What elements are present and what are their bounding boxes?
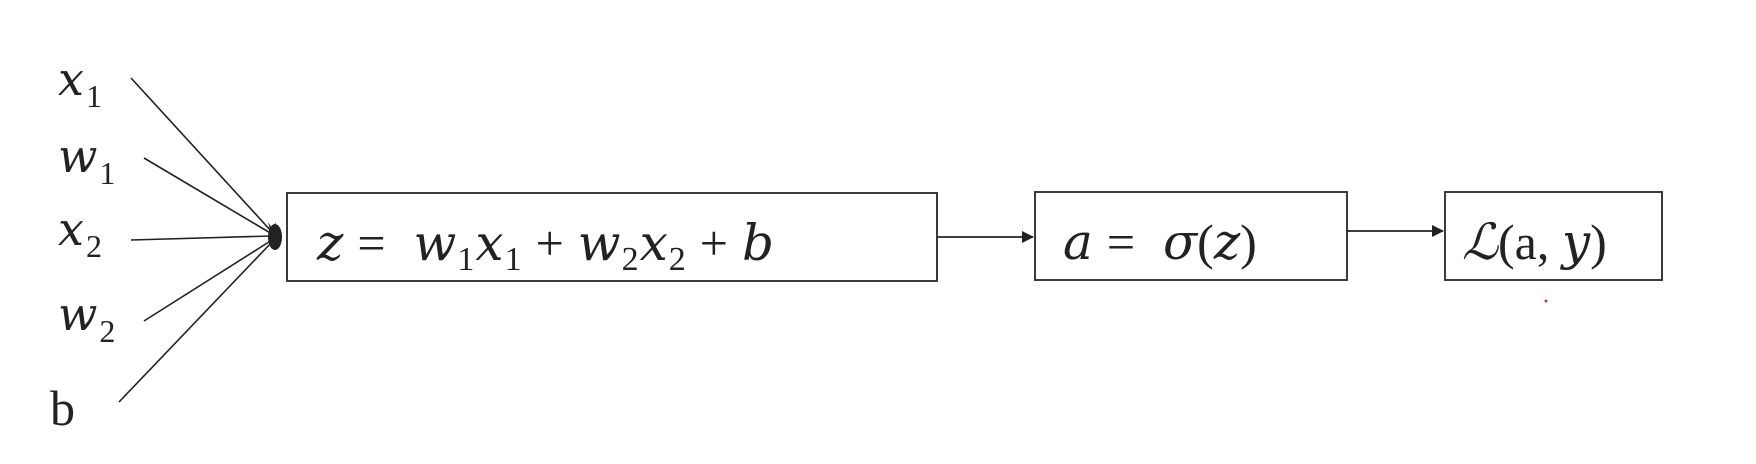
input-w1-sub: 1 [99, 155, 115, 191]
input-w2-label: w2 [58, 287, 115, 349]
input-w2-sub: 2 [99, 313, 115, 349]
input-w1-label: w1 [58, 129, 115, 191]
node-a-lhs: a [1063, 213, 1093, 271]
node-loss-arg-y: y [1560, 213, 1591, 271]
wire-w2 [143, 239, 273, 322]
input-b-label: b [50, 380, 75, 436]
input-x2-label: x2 [58, 202, 102, 264]
wire-x1 [130, 77, 273, 233]
input-x1-label: x1 [58, 52, 102, 114]
wire-junction [268, 224, 282, 250]
node-z-term-x1-sub: 1 [505, 241, 522, 278]
wire-b [118, 241, 273, 403]
node-a-arg: z [1213, 213, 1241, 271]
node-z-term-w1-sub: 1 [457, 241, 474, 278]
stray-dot [1544, 299, 1548, 303]
node-z-term-b: b [742, 214, 774, 272]
node-z-term-x1: x [475, 214, 503, 272]
node-z-term-w2-sub: 2 [622, 241, 639, 278]
input-wires [118, 77, 282, 403]
node-a-open-paren: ( [1197, 214, 1214, 270]
input-labels: x1 w1 x2 w2 b [50, 52, 115, 436]
node-loss-symbol: ℒ [1462, 213, 1499, 271]
node-loss-open-paren: ( [1498, 214, 1515, 270]
input-x2-name: x [58, 202, 84, 256]
node-z-lhs: z [316, 214, 344, 272]
node-loss-comma: , [1537, 214, 1562, 270]
node-z-plus-2: + [700, 215, 728, 271]
input-x2-sub: 2 [86, 228, 102, 264]
node-z: z = w1x1 + w2x2 + b [286, 192, 938, 282]
node-z-term-w1: w [414, 214, 457, 272]
node-z-equation: z = w1x1 + w2x2 + b [316, 214, 774, 278]
wire-w1 [143, 157, 273, 235]
node-loss: ℒ(a, y) [1444, 191, 1663, 281]
input-w2-name: w [58, 287, 97, 341]
node-a-eq: = [1107, 214, 1135, 270]
input-x1-sub: 1 [86, 78, 102, 114]
node-a-equation: a = σ(z) [1063, 213, 1257, 271]
input-b-name: b [50, 380, 75, 436]
node-loss-expression: ℒ(a, y) [1462, 213, 1607, 271]
node-loss-box [1444, 191, 1663, 281]
node-z-plus-1: + [536, 215, 564, 271]
node-z-eq: = [357, 215, 385, 271]
node-a: a = σ(z) [1034, 191, 1348, 281]
node-z-term-w2: w [578, 214, 621, 272]
node-z-box [286, 192, 938, 282]
node-a-func: σ [1163, 213, 1199, 271]
input-x1-name: x [58, 52, 84, 106]
node-a-box [1034, 191, 1348, 281]
input-w1-name: w [58, 129, 97, 183]
node-loss-arg-a: a [1515, 214, 1537, 270]
node-a-close-paren: ) [1240, 214, 1257, 270]
node-z-term-x2: x [640, 214, 668, 272]
node-z-term-x2-sub: 2 [669, 241, 686, 278]
node-loss-close-paren: ) [1590, 214, 1607, 270]
wire-x2 [130, 235, 273, 241]
